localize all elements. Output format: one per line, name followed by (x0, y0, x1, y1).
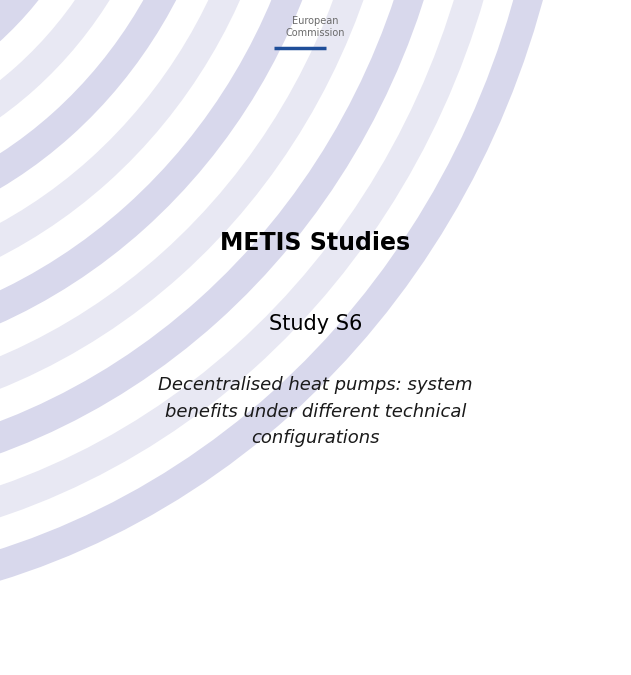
Wedge shape (0, 0, 273, 308)
Wedge shape (0, 0, 218, 248)
Wedge shape (0, 0, 382, 429)
Wedge shape (0, 0, 54, 66)
Wedge shape (0, 0, 547, 611)
Wedge shape (0, 0, 437, 490)
Wedge shape (0, 0, 327, 369)
Wedge shape (0, 0, 109, 127)
Wedge shape (0, 0, 492, 551)
Text: European
Commission: European Commission (285, 16, 345, 38)
Wedge shape (0, 0, 163, 188)
Text: Decentralised heat pumps: system
benefits under different technical
configuratio: Decentralised heat pumps: system benefit… (158, 377, 473, 447)
Text: Study S6: Study S6 (269, 314, 362, 334)
Text: METIS Studies: METIS Studies (220, 231, 411, 255)
